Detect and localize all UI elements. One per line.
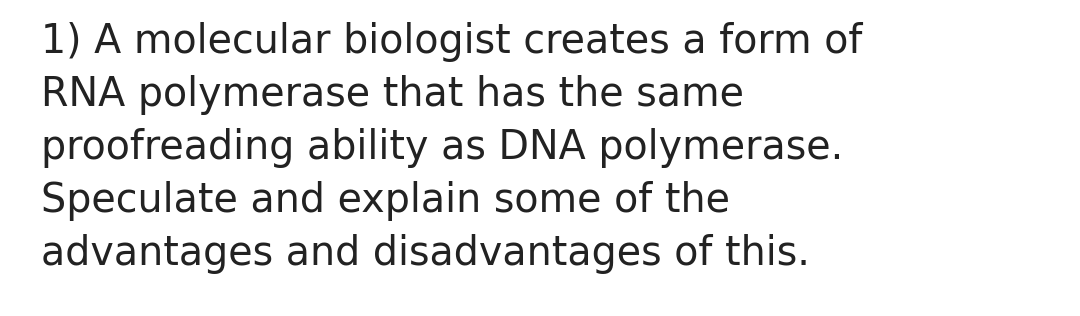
Text: Speculate and explain some of the: Speculate and explain some of the	[41, 181, 730, 222]
Text: RNA polymerase that has the same: RNA polymerase that has the same	[41, 75, 744, 115]
Text: advantages and disadvantages of this.: advantages and disadvantages of this.	[41, 234, 810, 275]
Text: proofreading ability as DNA polymerase.: proofreading ability as DNA polymerase.	[41, 128, 843, 168]
Text: 1) A molecular biologist creates a form of: 1) A molecular biologist creates a form …	[41, 22, 863, 62]
